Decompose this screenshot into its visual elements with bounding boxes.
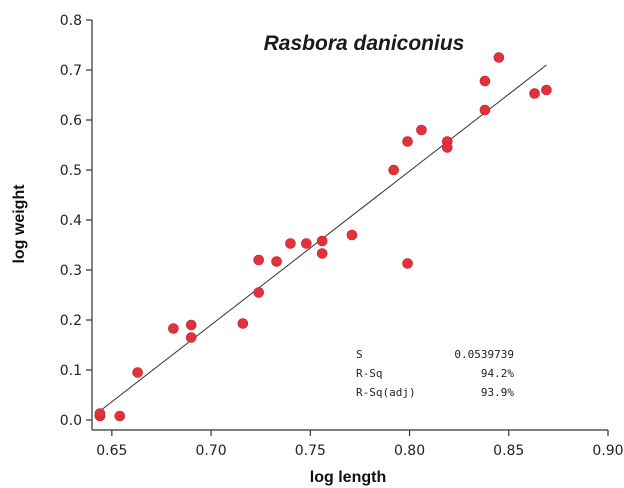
x-tick-label: 0.85 [493,443,524,459]
x-tick-label: 0.80 [394,443,425,459]
x-tick-label: 0.90 [592,443,623,459]
data-point [402,258,413,269]
y-tick-label: 0.3 [60,263,82,279]
stat-label: R-Sq(adj) [356,386,416,399]
data-point [529,88,540,99]
data-point [185,319,197,331]
stat-value: 0.0539739 [454,348,514,361]
data-point [253,287,265,298]
y-axis-label: log weight [11,184,28,264]
x-tick-label: 0.70 [195,443,226,459]
y-tick-label: 0.7 [60,63,82,79]
data-point [316,235,328,247]
data-point [416,124,427,136]
y-tick-label: 0.6 [60,113,82,129]
data-point [185,332,197,343]
stat-value: 93.9% [481,386,514,399]
y-tick-label: 0.5 [60,163,82,179]
data-point [316,248,328,259]
data-point [301,238,312,249]
y-tick-label: 0.0 [60,413,82,429]
y-tick-label: 0.2 [60,313,82,329]
data-point [479,104,491,116]
data-point [253,254,265,266]
stat-label: R-Sq [356,367,383,380]
data-point [541,84,552,96]
data-point [132,367,143,378]
y-tick-label: 0.8 [60,13,82,29]
stat-value: 94.2% [481,367,514,380]
data-point [402,136,413,147]
data-point [271,256,282,267]
data-point [388,164,399,176]
x-tick-label: 0.75 [295,443,326,459]
stat-label: S [356,348,363,361]
data-point [94,408,106,419]
x-axis-label: log length [310,469,386,486]
data-point [346,229,358,241]
data-point [479,75,491,87]
chart-title: Rasbora daniconius [264,32,465,55]
x-tick-label: 0.65 [96,443,127,459]
stats-box: S 0.0539739 R-Sq 94.2% R-Sq(adj) 93.9% [356,348,514,399]
data-point [114,410,126,422]
data-point [285,238,296,249]
y-tick-label: 0.4 [60,213,82,229]
plot-axes: 0.65 0.70 0.75 0.80 0.85 0.90 0.0 0.1 0.2 0.3 0.4 0… [60,13,624,459]
data-point [237,318,249,329]
data-point [493,52,505,63]
data-point [168,323,179,334]
points-layer [94,52,552,422]
y-tick-label: 0.1 [60,363,82,379]
data-point [441,142,453,153]
